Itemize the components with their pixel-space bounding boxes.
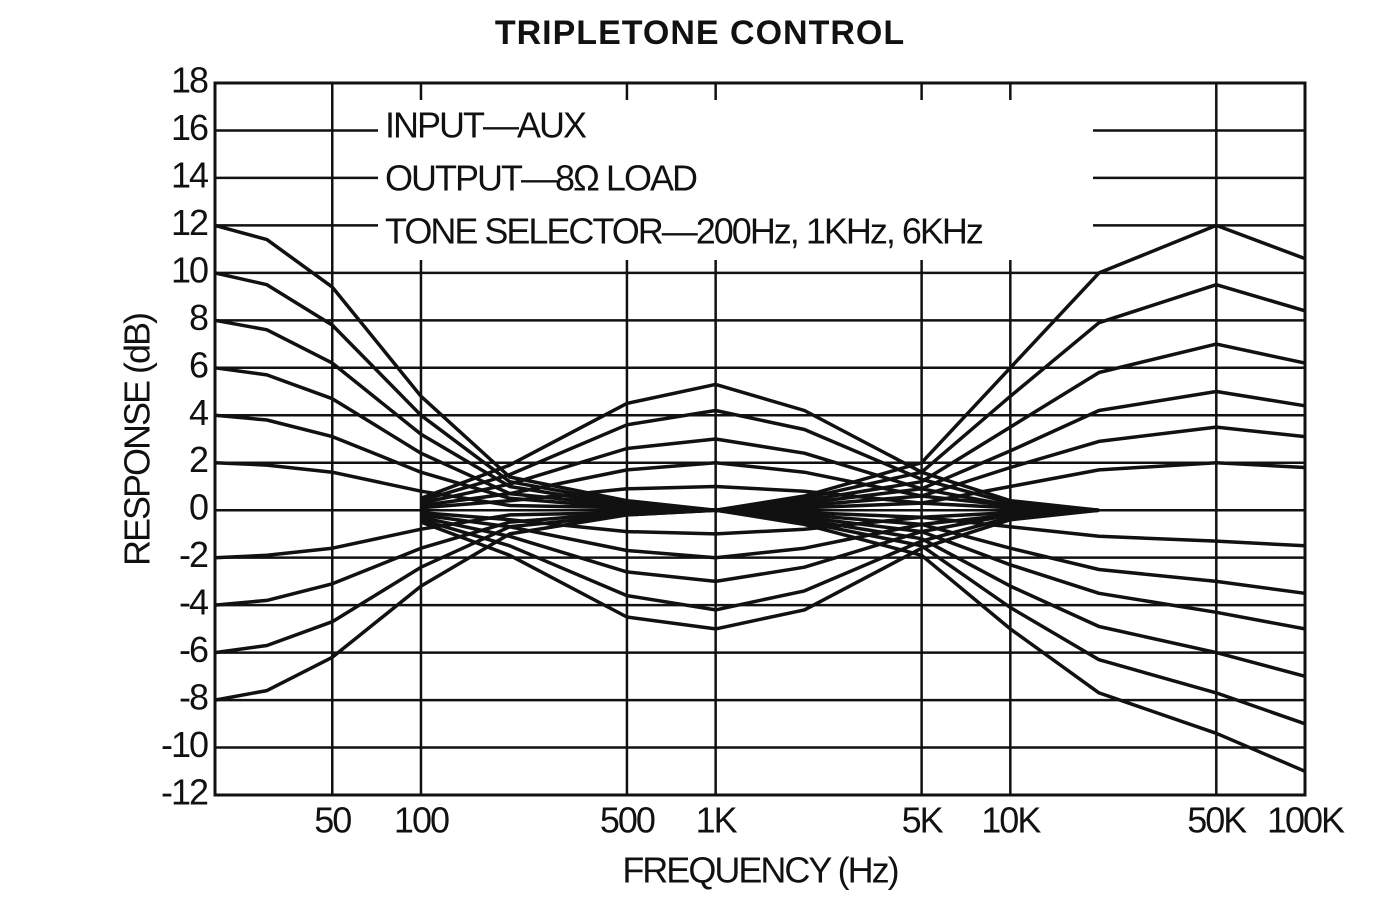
response-curve bbox=[715, 508, 1306, 596]
y-tick-label: 10 bbox=[171, 249, 208, 290]
response-curve bbox=[715, 425, 1306, 512]
x-tick-label: 50K bbox=[1187, 800, 1247, 841]
response-curve bbox=[715, 223, 1306, 512]
response-curve bbox=[214, 271, 716, 512]
x-tick-label: 5K bbox=[902, 800, 944, 841]
response-curve bbox=[420, 408, 1100, 512]
y-tick-label: -6 bbox=[179, 629, 208, 670]
response-curve bbox=[715, 460, 1306, 512]
response-curve bbox=[715, 508, 1306, 548]
annotation: OUTPUT—8Ω LOAD bbox=[385, 158, 697, 199]
x-tick-label: 100 bbox=[394, 800, 449, 841]
response-curve bbox=[420, 508, 1100, 536]
y-axis-label: RESPONSE (dB) bbox=[117, 314, 158, 566]
response-curve bbox=[715, 342, 1306, 512]
x-tick-label: 10K bbox=[981, 800, 1041, 841]
x-tick-label: 100K bbox=[1267, 800, 1345, 841]
x-tick-label: 500 bbox=[600, 800, 655, 841]
x-axis-label: FREQUENCY (Hz) bbox=[622, 850, 897, 891]
response-curve bbox=[214, 223, 716, 512]
response-curve bbox=[420, 460, 1100, 512]
y-tick-label: 18 bbox=[171, 60, 208, 101]
response-curve bbox=[715, 282, 1306, 512]
x-tick-label: 1K bbox=[696, 800, 738, 841]
y-tick-label: 16 bbox=[171, 107, 208, 148]
response-curve bbox=[214, 508, 716, 607]
x-tick-label: 50 bbox=[314, 800, 351, 841]
y-tick-label: 4 bbox=[189, 392, 208, 433]
chart-title: TRIPLETONE CONTROL bbox=[495, 14, 905, 52]
y-tick-label: 0 bbox=[189, 487, 208, 528]
response-curve bbox=[420, 508, 1100, 584]
y-tick-label: -2 bbox=[179, 534, 208, 575]
y-tick-label: 14 bbox=[171, 154, 208, 195]
response-curve bbox=[420, 382, 1100, 512]
response-curve bbox=[420, 484, 1100, 512]
y-tick-label: -8 bbox=[179, 677, 208, 718]
y-tick-label: 8 bbox=[189, 297, 208, 338]
response-curve bbox=[715, 508, 1306, 631]
annotation: TONE SELECTOR—200Hz, 1KHz, 6KHz bbox=[385, 211, 983, 252]
y-tick-label: -10 bbox=[161, 724, 208, 765]
response-curve bbox=[214, 366, 716, 512]
y-tick-label: 6 bbox=[189, 344, 208, 385]
response-curve bbox=[715, 508, 1306, 773]
annotation-box bbox=[378, 100, 1093, 260]
y-tick-label: 2 bbox=[189, 439, 208, 480]
response-curve bbox=[214, 508, 716, 702]
response-curve bbox=[715, 508, 1306, 678]
response-curve bbox=[214, 460, 716, 512]
response-curve bbox=[715, 508, 1306, 726]
response-curve bbox=[715, 389, 1306, 512]
y-tick-label: 12 bbox=[171, 202, 208, 243]
y-tick-label: -12 bbox=[161, 772, 208, 813]
response-curve bbox=[420, 508, 1100, 612]
y-tick-label: -4 bbox=[179, 582, 208, 623]
annotation: INPUT—AUX bbox=[385, 105, 587, 146]
